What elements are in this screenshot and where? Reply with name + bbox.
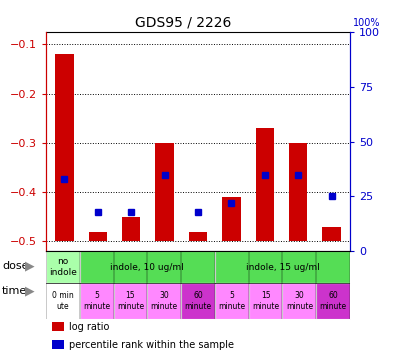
Bar (80, 251, 215, 283)
Text: no
indole: no indole (49, 257, 77, 277)
Bar (256, 128, 274, 241)
Bar (322, 227, 341, 241)
Text: 0 min
ute: 0 min ute (52, 291, 74, 311)
Text: 30
minute: 30 minute (151, 291, 178, 311)
Bar (46, 283, 80, 320)
Text: 15
minute: 15 minute (252, 291, 279, 311)
Bar (52, 322, 64, 331)
Bar (249, 283, 282, 320)
Bar (46, 251, 80, 283)
Bar (122, 217, 140, 241)
Text: dose: dose (2, 261, 28, 271)
Text: 15
minute: 15 minute (117, 291, 144, 311)
Text: ▶: ▶ (25, 285, 34, 297)
Bar (55, 54, 74, 241)
Text: indole, 15 ug/ml: indole, 15 ug/ml (246, 262, 319, 272)
Title: GDS95 / 2226: GDS95 / 2226 (135, 16, 231, 30)
Bar (289, 143, 308, 241)
Bar (282, 283, 316, 320)
Text: time: time (2, 286, 27, 296)
Text: ▶: ▶ (25, 260, 34, 272)
Bar (147, 283, 181, 320)
Bar (52, 340, 64, 349)
Bar (88, 231, 107, 241)
Bar (215, 251, 350, 283)
Text: 100%: 100% (353, 18, 380, 28)
Bar (114, 283, 147, 320)
Text: 60
minute: 60 minute (184, 291, 212, 311)
Bar (316, 283, 350, 320)
Bar (215, 283, 249, 320)
Text: 60
minute: 60 minute (320, 291, 347, 311)
Text: log ratio: log ratio (69, 322, 109, 332)
Text: 5
minute: 5 minute (218, 291, 245, 311)
Bar (181, 283, 215, 320)
Bar (189, 231, 207, 241)
Text: 30
minute: 30 minute (286, 291, 313, 311)
Text: indole, 10 ug/ml: indole, 10 ug/ml (110, 262, 184, 272)
Bar (80, 283, 114, 320)
Bar (156, 143, 174, 241)
Text: percentile rank within the sample: percentile rank within the sample (69, 340, 234, 350)
Text: 5
minute: 5 minute (83, 291, 110, 311)
Bar (222, 197, 240, 241)
